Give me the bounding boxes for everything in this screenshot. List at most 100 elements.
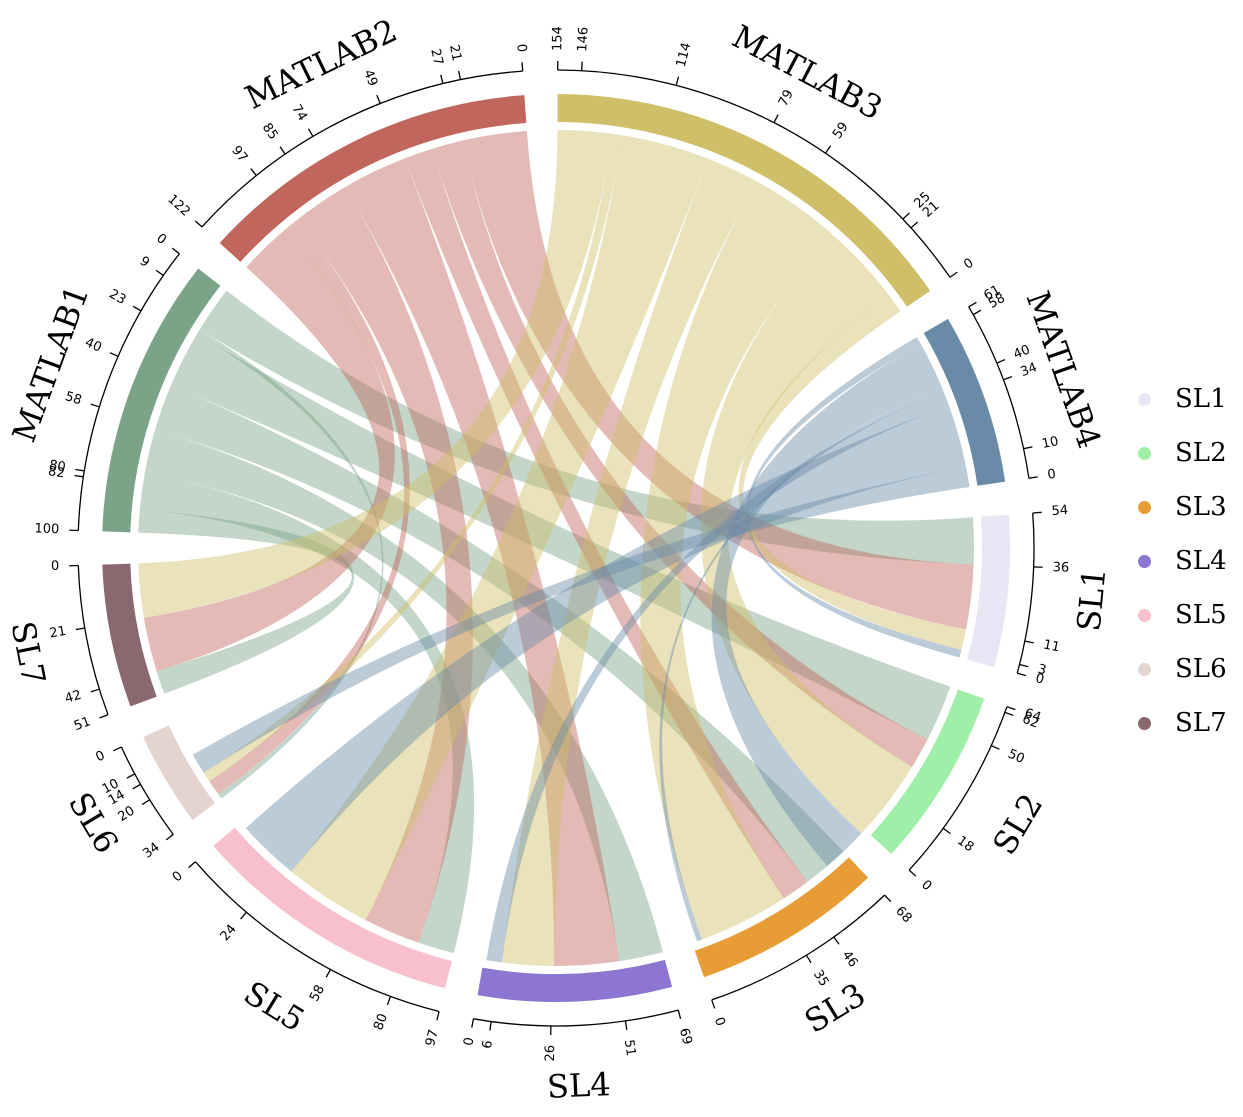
tick-label-matlab1-40: 40 — [83, 335, 104, 355]
tick-label-sl7-21: 21 — [48, 624, 67, 642]
tick-label-sl7-42: 42 — [63, 688, 83, 707]
tick-sl3-35 — [805, 954, 812, 964]
group-label-sl1: SL1 — [1070, 566, 1114, 633]
tick-matlab2-74 — [307, 128, 314, 137]
tick-label-sl5-97: 97 — [423, 1028, 442, 1048]
tick-matlab3-25 — [902, 212, 910, 220]
legend-label-sl4: SL4 — [1175, 546, 1227, 576]
ribbon-matlab1-sl1 — [199, 290, 974, 565]
tick-label-sl4-6: 6 — [480, 1039, 496, 1049]
ribbon-matlab2-sl7 — [143, 229, 395, 672]
axis-sl5 — [194, 861, 440, 1013]
ribbon-matlab3-sl1 — [738, 294, 966, 650]
group-label-sl3: SL3 — [798, 975, 872, 1040]
legend-marker-sl4 — [1138, 554, 1151, 568]
tick-label-matlab2-27: 27 — [427, 47, 445, 67]
legend-item-sl6: SL6 — [1138, 642, 1227, 696]
arc-sl7 — [102, 563, 157, 707]
tick-sl3-68 — [884, 894, 892, 903]
tick-label-sl2-0: 0 — [918, 877, 934, 894]
arc-sl2 — [870, 689, 985, 854]
ribbon-matlab2-sl3 — [404, 148, 808, 899]
legend-marker-sl5 — [1138, 608, 1151, 622]
legend-marker-sl6 — [1138, 662, 1151, 676]
legend-marker-sl2 — [1138, 446, 1151, 460]
tick-sl4-6 — [489, 1021, 492, 1031]
tick-label-matlab2-74: 74 — [288, 102, 309, 124]
tick-matlab2-21 — [457, 70, 462, 80]
ribbon-matlab1-sl4 — [144, 429, 663, 962]
tick-label-sl2-18: 18 — [954, 833, 976, 855]
tick-matlab3-79 — [773, 114, 779, 123]
tick-matlab2-49 — [376, 94, 381, 104]
tick-label-sl1-3: 3 — [1036, 662, 1048, 679]
arc-layer — [102, 94, 1010, 1002]
tick-matlab4-0 — [1028, 476, 1038, 479]
tick-matlab1-82 — [74, 474, 84, 478]
tick-sl7-42 — [90, 688, 100, 693]
tick-label-sl4-51: 51 — [621, 1039, 638, 1058]
legend-label-sl3: SL3 — [1175, 492, 1227, 522]
axis-matlab1 — [77, 253, 180, 531]
legend-label-sl1: SL1 — [1175, 384, 1227, 414]
tick-label-matlab1-80: 80 — [48, 458, 67, 475]
tick-label-matlab2-21: 21 — [446, 43, 464, 62]
tick-label-matlab3-114: 114 — [674, 41, 695, 69]
arc-sl6 — [143, 725, 215, 821]
ribbon-matlab1-sl7 — [138, 509, 355, 694]
legend-item-sl2: SL2 — [1138, 426, 1227, 480]
tick-matlab3-59 — [824, 145, 832, 154]
axis-matlab4 — [968, 306, 1030, 479]
legend-marker-sl1 — [1138, 392, 1151, 406]
legend-label-sl2: SL2 — [1175, 438, 1227, 468]
tick-label-sl6-0: 0 — [93, 748, 107, 765]
tick-sl2-0 — [908, 869, 917, 877]
tick-label-sl4-69: 69 — [676, 1027, 695, 1047]
ribbon-matlab2-sl5 — [298, 186, 473, 943]
tick-label-matlab1-100: 100 — [34, 521, 59, 537]
ribbon-matlab3-sl2 — [700, 233, 913, 834]
tick-label-sl2-62: 62 — [1020, 712, 1041, 732]
tick-matlab1-9 — [155, 269, 164, 276]
tick-sl1-54 — [1032, 511, 1042, 514]
group-label-sl7: SL7 — [4, 618, 54, 688]
tick-label-sl7-0: 0 — [51, 559, 60, 574]
tick-matlab2-97 — [250, 168, 257, 176]
tick-label-sl6-14: 14 — [106, 787, 128, 808]
legend-item-sl5: SL5 — [1138, 588, 1227, 642]
tick-label-matlab1-58: 58 — [63, 389, 83, 408]
tick-sl3-46 — [833, 936, 840, 945]
tick-label-sl2-50: 50 — [1005, 747, 1026, 767]
tick-label-sl3-68: 68 — [892, 904, 914, 926]
tick-matlab3-0 — [949, 271, 958, 278]
tick-sl6-0 — [112, 746, 122, 752]
arc-sl5 — [213, 827, 452, 989]
group-label-matlab2: MATLAB2 — [239, 11, 403, 117]
group-label-matlab1: MATLAB1 — [5, 280, 97, 447]
tick-matlab3-21 — [910, 221, 919, 229]
tick-matlab1-0 — [171, 247, 180, 255]
tick-label-sl6-10: 10 — [100, 776, 122, 797]
arc-sl4 — [477, 959, 673, 1002]
tick-label-sl6-34: 34 — [140, 840, 162, 862]
tick-sl3-0 — [711, 999, 716, 1009]
group-label-sl5: SL5 — [237, 974, 311, 1040]
axis-sl3 — [711, 894, 886, 1001]
tick-sl5-80 — [386, 996, 392, 1006]
tick-label-matlab4-34: 34 — [1019, 360, 1040, 380]
tick-sl4-51 — [624, 1020, 628, 1030]
tick-label-matlab3-79: 79 — [776, 88, 797, 110]
tick-matlab2-85 — [279, 146, 286, 155]
axis-sl7 — [77, 565, 109, 715]
tick-matlab1-40 — [109, 352, 119, 357]
tick-sl2-50 — [990, 744, 1000, 750]
tick-sl5-97 — [436, 1011, 440, 1021]
tick-sl1-11 — [1024, 640, 1034, 644]
tick-label-matlab3-59: 59 — [830, 120, 852, 142]
tick-label-matlab1-9: 9 — [137, 254, 152, 271]
tick-matlab4-58 — [972, 309, 982, 316]
legend-item-sl7: SL7 — [1138, 696, 1227, 750]
tick-sl6-10 — [126, 773, 136, 779]
tick-label-sl1-11: 11 — [1042, 638, 1061, 656]
tick-label-matlab4-58: 58 — [986, 291, 1008, 312]
